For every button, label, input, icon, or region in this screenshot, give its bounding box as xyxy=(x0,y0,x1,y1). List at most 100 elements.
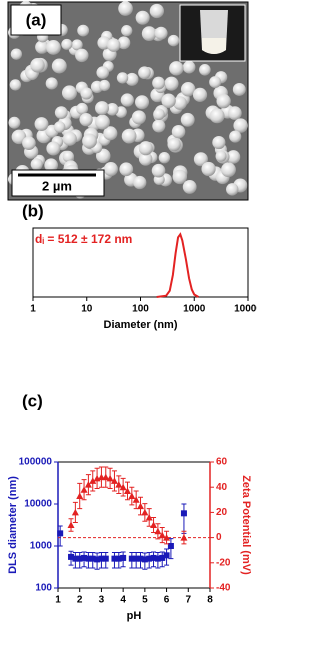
distribution-line xyxy=(156,232,200,298)
particle xyxy=(30,158,43,171)
particle xyxy=(152,76,166,90)
panel-label-box xyxy=(10,4,62,36)
point xyxy=(102,473,110,481)
y-tick-label: 100 xyxy=(35,583,52,594)
y-tick-label: 1000 xyxy=(30,541,53,552)
particle xyxy=(51,58,67,74)
particle xyxy=(98,79,111,92)
panel-label: (c) xyxy=(22,391,43,410)
point xyxy=(76,555,83,562)
point xyxy=(102,555,109,562)
particle xyxy=(212,135,226,150)
particle xyxy=(138,66,151,80)
x-tick-label: 6 xyxy=(164,595,170,606)
particle xyxy=(226,183,239,196)
particle xyxy=(169,61,184,76)
particle xyxy=(182,180,197,194)
point xyxy=(159,554,166,561)
point xyxy=(71,508,79,516)
particle xyxy=(95,101,110,116)
x-axis-label: pH xyxy=(127,610,142,622)
y2-tick-label: 40 xyxy=(216,482,228,493)
particle xyxy=(107,38,121,52)
point xyxy=(150,554,157,561)
point xyxy=(115,481,123,488)
particle xyxy=(117,36,131,50)
point xyxy=(154,555,161,562)
vial-sediment xyxy=(202,38,226,54)
particle xyxy=(44,158,58,173)
point xyxy=(76,492,84,500)
point xyxy=(141,556,148,563)
particle xyxy=(10,48,23,60)
particle xyxy=(8,116,21,129)
particle xyxy=(79,113,93,127)
point xyxy=(128,492,136,500)
particle xyxy=(233,118,248,133)
particle xyxy=(45,77,58,90)
particle xyxy=(141,26,157,41)
particle xyxy=(193,152,208,167)
point xyxy=(110,477,118,484)
particle xyxy=(229,130,242,143)
particle xyxy=(119,162,134,177)
error-bar xyxy=(181,503,187,534)
figure: (a) 2 µm (b)110100100010000Diameter (nm)… xyxy=(7,1,257,622)
particle xyxy=(62,150,75,163)
particle xyxy=(120,93,134,107)
point xyxy=(141,508,149,516)
particle xyxy=(75,48,89,63)
particle xyxy=(135,10,150,25)
point xyxy=(89,555,96,562)
point xyxy=(180,510,187,517)
particle xyxy=(103,126,118,141)
panel-label: (a) xyxy=(26,10,47,29)
particle xyxy=(180,112,195,127)
point xyxy=(89,477,97,484)
particle xyxy=(171,124,186,139)
y2-tick-label: -40 xyxy=(216,583,231,594)
x-tick-label: 1 xyxy=(55,595,61,606)
particle xyxy=(161,93,176,108)
point xyxy=(98,555,105,562)
y-tick-label: 100000 xyxy=(19,457,53,468)
point xyxy=(180,534,188,541)
particle xyxy=(53,121,66,133)
y2-tick-label: 60 xyxy=(216,457,228,468)
point xyxy=(120,554,127,561)
particle xyxy=(180,82,196,97)
particle xyxy=(135,95,150,110)
point xyxy=(163,552,170,559)
x-tick-label: 7 xyxy=(186,595,192,606)
particle xyxy=(209,108,225,124)
particle xyxy=(82,133,97,149)
particle xyxy=(30,58,45,73)
point xyxy=(94,556,101,563)
particle xyxy=(215,150,227,162)
particle xyxy=(232,83,246,96)
particle xyxy=(158,151,171,164)
x-axis-label: Diameter (nm) xyxy=(104,319,178,331)
point xyxy=(68,553,75,560)
point xyxy=(146,555,153,562)
y2-tick-label: 20 xyxy=(216,507,228,518)
particle xyxy=(76,102,89,115)
point xyxy=(133,555,140,562)
x-tick-label: 100 xyxy=(132,304,149,315)
y2-tick-label: 0 xyxy=(216,532,222,543)
panel-label: (b) xyxy=(22,201,44,220)
particle xyxy=(192,87,208,102)
particle xyxy=(35,40,49,54)
particle xyxy=(131,110,146,125)
particle xyxy=(80,87,93,100)
point xyxy=(80,486,88,493)
particle xyxy=(151,163,166,178)
particle xyxy=(11,129,27,145)
particle xyxy=(167,34,180,47)
y-tick-label: 10000 xyxy=(24,499,52,510)
sem-image: (a) 2 µm xyxy=(7,1,249,201)
particle xyxy=(172,169,188,185)
point xyxy=(85,555,92,562)
y-axis-label: DLS diameter (nm) xyxy=(7,476,19,574)
particle xyxy=(154,26,168,40)
